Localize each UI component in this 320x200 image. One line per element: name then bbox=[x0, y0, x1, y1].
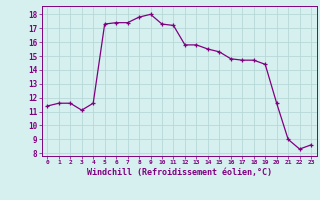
X-axis label: Windchill (Refroidissement éolien,°C): Windchill (Refroidissement éolien,°C) bbox=[87, 168, 272, 177]
